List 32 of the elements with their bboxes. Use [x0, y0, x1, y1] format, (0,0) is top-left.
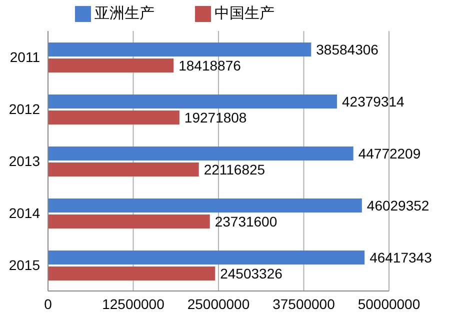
y-tick-label: 2015: [8, 256, 40, 273]
data-label: 19271808: [184, 109, 247, 126]
bar: [48, 214, 210, 228]
bar: [48, 162, 199, 176]
legend-label: 亚洲生产: [94, 5, 154, 22]
data-label: 46417343: [370, 249, 432, 266]
x-tick-label: 0: [44, 296, 52, 312]
x-tick-label: 37500000: [272, 296, 336, 312]
data-label: 42379314: [342, 93, 405, 110]
bar: [48, 42, 312, 56]
y-tick-label: 2014: [8, 204, 40, 221]
data-label: 24503326: [220, 265, 283, 282]
y-tick-label: 2013: [8, 152, 40, 169]
bar: [48, 146, 354, 160]
x-tick-label: 50000000: [358, 296, 420, 312]
bar: [48, 110, 180, 124]
bar: [48, 58, 174, 72]
data-label: 18418876: [178, 57, 242, 74]
data-label: 23731600: [214, 213, 278, 230]
bar: [48, 94, 338, 108]
data-label: 44772209: [358, 145, 421, 162]
x-tick-label: 25000000: [187, 296, 250, 312]
data-label: 22116825: [204, 161, 266, 178]
bar: [48, 266, 216, 280]
bar: [48, 250, 365, 264]
y-tick-label: 2011: [10, 48, 40, 65]
legend-label: 中国生产: [214, 5, 274, 22]
data-label: 38584306: [316, 41, 379, 58]
y-tick-label: 2012: [8, 100, 40, 117]
x-tick-label: 12500000: [102, 296, 165, 312]
bar: [48, 198, 362, 212]
data-label: 46029352: [366, 197, 430, 214]
